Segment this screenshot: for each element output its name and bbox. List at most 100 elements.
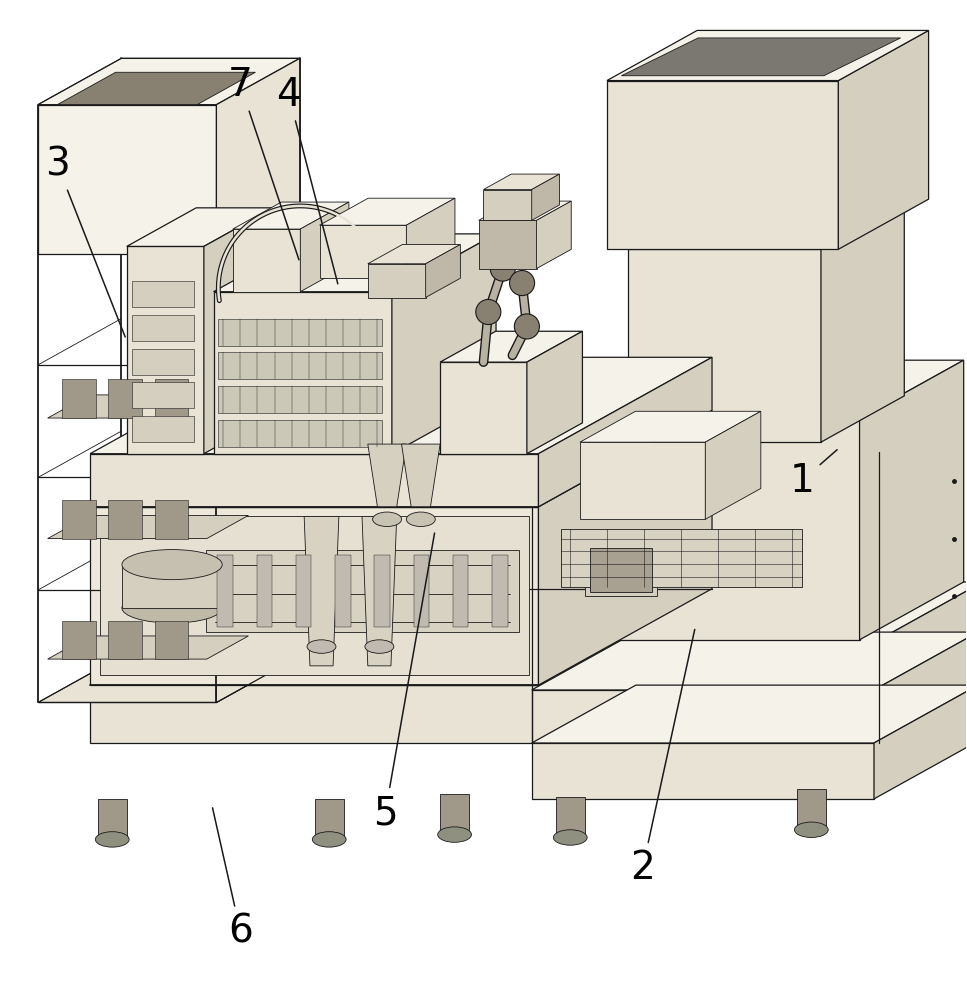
- Polygon shape: [214, 234, 496, 292]
- Text: 7: 7: [228, 66, 299, 260]
- Polygon shape: [479, 201, 571, 220]
- Ellipse shape: [406, 512, 435, 527]
- Polygon shape: [217, 429, 300, 589]
- Polygon shape: [90, 357, 712, 454]
- Polygon shape: [214, 292, 392, 454]
- Ellipse shape: [795, 822, 828, 837]
- Polygon shape: [62, 500, 96, 539]
- Polygon shape: [392, 234, 496, 454]
- Polygon shape: [532, 690, 874, 743]
- Polygon shape: [57, 72, 255, 105]
- Polygon shape: [401, 444, 440, 507]
- Polygon shape: [219, 352, 382, 379]
- Polygon shape: [127, 246, 204, 454]
- Ellipse shape: [122, 593, 222, 623]
- Polygon shape: [492, 555, 508, 627]
- Polygon shape: [607, 81, 838, 249]
- Polygon shape: [367, 444, 406, 507]
- Polygon shape: [336, 555, 351, 627]
- Polygon shape: [874, 685, 967, 799]
- Text: 2: 2: [630, 629, 694, 887]
- Polygon shape: [296, 555, 311, 627]
- Polygon shape: [556, 797, 585, 837]
- Circle shape: [476, 299, 501, 325]
- Polygon shape: [98, 799, 127, 839]
- Polygon shape: [425, 244, 460, 298]
- Polygon shape: [204, 208, 274, 454]
- Polygon shape: [219, 386, 382, 413]
- Polygon shape: [122, 565, 222, 608]
- Polygon shape: [217, 315, 300, 475]
- Polygon shape: [132, 349, 194, 375]
- Polygon shape: [537, 201, 571, 269]
- Polygon shape: [38, 58, 300, 105]
- Polygon shape: [532, 632, 967, 690]
- Polygon shape: [47, 636, 249, 659]
- Polygon shape: [233, 202, 349, 229]
- Polygon shape: [580, 411, 761, 442]
- Polygon shape: [90, 410, 712, 507]
- Polygon shape: [414, 555, 429, 627]
- Polygon shape: [100, 516, 529, 675]
- Polygon shape: [879, 582, 967, 693]
- Polygon shape: [590, 548, 652, 592]
- Ellipse shape: [96, 832, 130, 847]
- Polygon shape: [532, 174, 560, 220]
- Polygon shape: [532, 743, 874, 799]
- Polygon shape: [217, 201, 300, 361]
- Polygon shape: [217, 542, 300, 702]
- Polygon shape: [47, 395, 249, 418]
- Polygon shape: [319, 225, 406, 278]
- Circle shape: [514, 314, 540, 339]
- Polygon shape: [539, 410, 712, 685]
- Text: 1: 1: [789, 450, 837, 500]
- Ellipse shape: [122, 550, 222, 580]
- Polygon shape: [132, 315, 194, 341]
- Ellipse shape: [308, 640, 336, 653]
- Polygon shape: [479, 220, 537, 269]
- Polygon shape: [38, 656, 300, 702]
- Polygon shape: [206, 550, 519, 632]
- Polygon shape: [108, 379, 142, 418]
- Polygon shape: [315, 799, 343, 839]
- Polygon shape: [532, 582, 967, 640]
- Polygon shape: [90, 685, 539, 743]
- Polygon shape: [484, 174, 560, 190]
- Polygon shape: [62, 379, 96, 418]
- Polygon shape: [155, 500, 189, 539]
- Text: 5: 5: [373, 533, 434, 832]
- Polygon shape: [38, 58, 300, 105]
- Polygon shape: [367, 264, 425, 298]
- Polygon shape: [155, 379, 189, 418]
- Polygon shape: [47, 515, 249, 539]
- Polygon shape: [797, 789, 826, 830]
- Polygon shape: [374, 555, 390, 627]
- Polygon shape: [629, 249, 821, 442]
- Polygon shape: [629, 203, 904, 249]
- Polygon shape: [539, 357, 712, 507]
- Polygon shape: [532, 685, 967, 743]
- Polygon shape: [90, 589, 712, 685]
- Polygon shape: [256, 555, 272, 627]
- Polygon shape: [90, 507, 539, 685]
- Polygon shape: [132, 416, 194, 442]
- Polygon shape: [90, 454, 539, 507]
- Polygon shape: [233, 229, 301, 292]
- Text: 6: 6: [213, 808, 253, 951]
- Polygon shape: [108, 500, 142, 539]
- Polygon shape: [838, 30, 928, 249]
- Polygon shape: [108, 621, 142, 659]
- Polygon shape: [38, 105, 217, 254]
- Circle shape: [490, 256, 515, 281]
- Polygon shape: [132, 281, 194, 307]
- Polygon shape: [561, 529, 802, 587]
- Text: 3: 3: [44, 145, 125, 337]
- Text: 4: 4: [277, 76, 337, 284]
- Ellipse shape: [372, 512, 401, 527]
- Polygon shape: [155, 621, 189, 659]
- Polygon shape: [62, 621, 96, 659]
- Polygon shape: [821, 203, 904, 442]
- Polygon shape: [217, 58, 300, 254]
- Polygon shape: [219, 319, 382, 346]
- Polygon shape: [705, 411, 761, 519]
